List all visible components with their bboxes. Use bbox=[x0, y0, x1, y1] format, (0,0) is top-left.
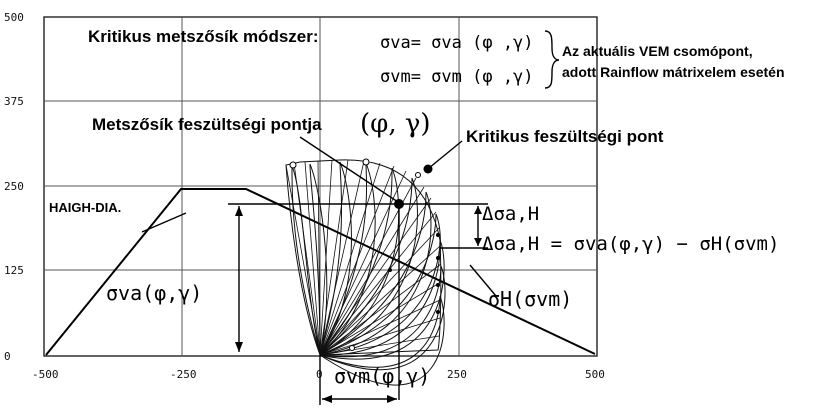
cut-plane-ray bbox=[319, 160, 365, 356]
sigma-vm-label: σvm(φ,γ) bbox=[334, 364, 430, 388]
x-tick-minus-500: -500 bbox=[32, 368, 59, 381]
x-tick-500: 500 bbox=[585, 368, 605, 381]
cut-plane-ray bbox=[319, 317, 441, 356]
y-tick-250: 250 bbox=[4, 180, 24, 193]
y-tick-125: 125 bbox=[4, 264, 24, 277]
cut-plane-ray bbox=[319, 170, 407, 356]
pointer-sigma-h bbox=[469, 264, 497, 297]
formula-sigma-vm: σvm= σvm (φ ,γ) bbox=[380, 67, 534, 87]
cut-plane-args-label: (φ, γ) bbox=[360, 109, 431, 139]
cut-plane-ray bbox=[319, 211, 437, 356]
note-line-1: Az aktuális VEM csomópont, bbox=[562, 43, 753, 59]
y-tick-500: 500 bbox=[4, 11, 24, 24]
sigma-va-arrow-bottom bbox=[235, 342, 243, 352]
formula-sigma-va: σva= σva (φ ,γ) bbox=[380, 33, 534, 53]
delta-arrow-top bbox=[474, 206, 482, 214]
cut-plane-ray bbox=[319, 281, 442, 356]
haigh-label: HAIGH-DIA. bbox=[49, 200, 121, 215]
grid-lines bbox=[44, 17, 597, 356]
x-tick-minus-250: -250 bbox=[170, 368, 197, 381]
cut-plane-curve bbox=[309, 163, 328, 356]
sigma-vm-arrow-right bbox=[387, 395, 397, 403]
y-tick-0: 0 bbox=[4, 350, 11, 363]
cut-plane-curve bbox=[319, 167, 400, 356]
sigma-vm-arrow-left bbox=[322, 395, 332, 403]
cut-plane-curve bbox=[319, 213, 441, 356]
cut-plane-curve bbox=[319, 161, 352, 356]
sigma-va-label: σva(φ,γ) bbox=[106, 281, 202, 305]
x-tick-250: 250 bbox=[447, 368, 467, 381]
critical-point-label: Kritikus feszültségi pont bbox=[466, 127, 664, 146]
cut-plane-point-label: Metszősík feszültségi pontja bbox=[92, 115, 322, 134]
delta-sigma-label: Δσa,H bbox=[482, 203, 539, 225]
note-line-2: adott Rainflow mátrixelem esetén bbox=[562, 64, 785, 80]
cut-plane-ray bbox=[319, 245, 441, 356]
pointer-cut-plane bbox=[299, 136, 399, 203]
envelope-curve bbox=[285, 159, 442, 356]
cut-plane-ray bbox=[304, 161, 321, 356]
cut-plane-ray bbox=[319, 162, 381, 356]
formula-brace bbox=[544, 30, 560, 89]
cut-plane-curve bbox=[319, 177, 418, 356]
pointer-haigh bbox=[141, 212, 187, 233]
sigma-va-arrow-top bbox=[235, 206, 243, 216]
haigh-diagram-line bbox=[45, 188, 596, 356]
delta-formula-label: Δσa,H = σva(φ,γ) − σH(σvm) bbox=[482, 233, 779, 255]
delta-arrow-bottom bbox=[474, 238, 482, 246]
sigma-h-label: σH(σvm) bbox=[488, 287, 572, 311]
cut-plane-ray bbox=[319, 197, 432, 356]
pointer-critical bbox=[428, 140, 463, 169]
method-title: Kritikus metszősík módszer: bbox=[88, 27, 319, 46]
cut-plane-curve bbox=[319, 191, 432, 356]
sample-dots bbox=[289, 158, 440, 351]
cut-plane-ray bbox=[319, 186, 425, 356]
y-tick-375: 375 bbox=[4, 95, 24, 108]
